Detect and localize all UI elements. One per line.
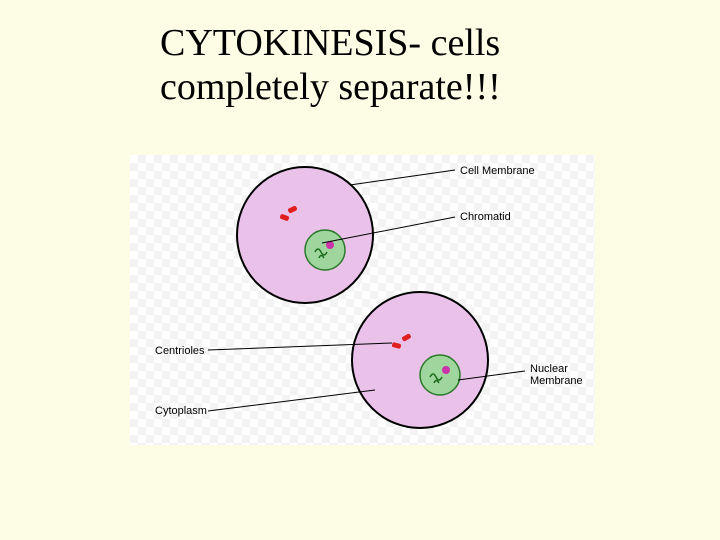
diagram-svg (130, 155, 595, 445)
nucleus-1 (305, 230, 345, 270)
cell-2 (352, 292, 488, 428)
nucleus-2 (420, 355, 460, 395)
label-nuclear-membrane: Nuclear Membrane (530, 363, 583, 387)
cytokinesis-diagram: Cell Membrane Chromatid Centrioles Cytop… (130, 155, 595, 445)
nucleolus-2 (442, 366, 450, 374)
label-cell-membrane: Cell Membrane (460, 165, 535, 177)
label-centrioles: Centrioles (155, 345, 205, 357)
title-line2: completely separate!!! (160, 66, 501, 108)
label-cytoplasm: Cytoplasm (155, 405, 207, 417)
label-nm-l2: Membrane (530, 375, 583, 387)
cell-membrane-1 (237, 167, 373, 303)
cell-membrane-2 (352, 292, 488, 428)
label-nm-l1: Nuclear (530, 363, 568, 375)
slide-title: CYTOKINESIS- cells completely separate!!… (160, 22, 501, 109)
cell-1 (237, 167, 373, 303)
label-chromatid: Chromatid (460, 211, 511, 223)
title-line1: CYTOKINESIS- cells (160, 22, 500, 64)
